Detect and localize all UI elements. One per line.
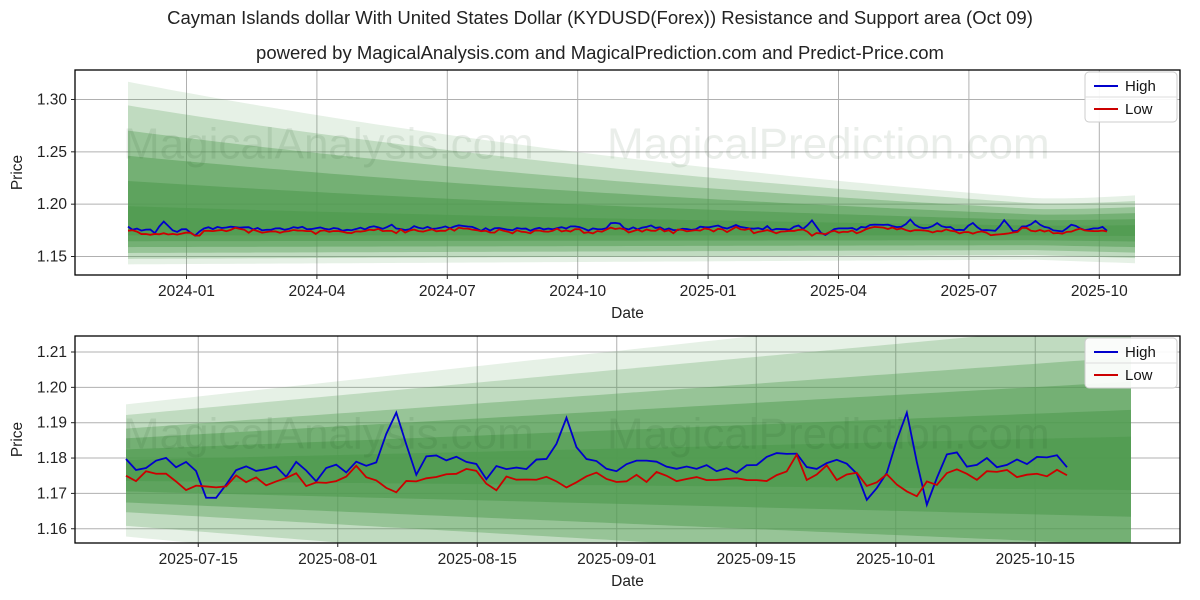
svg-text:1.21: 1.21: [37, 344, 67, 361]
svg-text:1.16: 1.16: [37, 521, 67, 538]
svg-text:2024-07: 2024-07: [419, 283, 476, 300]
svg-text:2024-01: 2024-01: [158, 283, 215, 300]
svg-text:1.20: 1.20: [37, 196, 68, 213]
svg-text:1.15: 1.15: [37, 249, 67, 266]
svg-text:2025-01: 2025-01: [680, 283, 737, 300]
svg-text:2025-10-15: 2025-10-15: [996, 551, 1075, 568]
svg-text:1.17: 1.17: [37, 485, 67, 502]
svg-text:1.18: 1.18: [37, 450, 67, 467]
svg-text:Price: Price: [9, 422, 26, 457]
svg-text:Low: Low: [1125, 367, 1153, 384]
svg-text:2025-07: 2025-07: [940, 283, 997, 300]
svg-text:2025-08-01: 2025-08-01: [298, 551, 377, 568]
svg-text:MagicalPrediction.com: MagicalPrediction.com: [607, 120, 1050, 169]
svg-text:1.30: 1.30: [37, 92, 68, 109]
svg-text:High: High: [1125, 78, 1156, 95]
svg-text:Date: Date: [611, 305, 644, 322]
svg-text:2024-10: 2024-10: [549, 283, 606, 300]
svg-text:2025-10-01: 2025-10-01: [856, 551, 935, 568]
svg-text:Date: Date: [611, 573, 644, 590]
svg-text:Low: Low: [1125, 101, 1153, 118]
svg-text:MagicalPrediction.com: MagicalPrediction.com: [607, 409, 1050, 458]
svg-text:Price: Price: [9, 155, 26, 190]
svg-text:1.25: 1.25: [37, 144, 67, 161]
svg-text:2025-04: 2025-04: [810, 283, 867, 300]
svg-text:MagicalAnalysis.com: MagicalAnalysis.com: [123, 120, 534, 169]
svg-text:2025-07-15: 2025-07-15: [159, 551, 238, 568]
svg-text:2025-08-15: 2025-08-15: [438, 551, 517, 568]
svg-text:2025-10: 2025-10: [1071, 283, 1128, 300]
svg-text:2025-09-15: 2025-09-15: [717, 551, 796, 568]
svg-text:1.19: 1.19: [37, 415, 67, 432]
svg-text:MagicalAnalysis.com: MagicalAnalysis.com: [123, 409, 534, 458]
svg-text:2024-04: 2024-04: [288, 283, 345, 300]
svg-text:1.20: 1.20: [37, 379, 68, 396]
svg-text:2025-09-01: 2025-09-01: [577, 551, 656, 568]
svg-text:High: High: [1125, 344, 1156, 361]
